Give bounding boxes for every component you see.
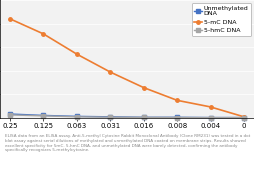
- Unmethylated
DNA: [42, 114, 45, 116]
- 5-hmC DNA: [8, 114, 11, 116]
- 5-hmC DNA: [42, 115, 45, 117]
- 5-hmC DNA: [209, 116, 212, 119]
- 5-mC DNA: [176, 99, 179, 101]
- 5-hmC DNA: [109, 116, 112, 118]
- 5-mC DNA: [8, 18, 11, 20]
- Line: 5-hmC DNA: 5-hmC DNA: [8, 113, 246, 119]
- Unmethylated
DNA: [243, 116, 246, 119]
- 5-mC DNA: [209, 106, 212, 108]
- 5-mC DNA: [42, 33, 45, 35]
- 5-mC DNA: [109, 71, 112, 73]
- 5-mC DNA: [243, 116, 246, 118]
- Unmethylated
DNA: [8, 113, 11, 115]
- 5-hmC DNA: [176, 116, 179, 119]
- Legend: Unmethylated
DNA, 5-mC DNA, 5-hmC DNA: Unmethylated DNA, 5-mC DNA, 5-hmC DNA: [192, 3, 251, 36]
- Text: ELISA data from an ELISA assay. Anti-5-methyl Cytosine Rabbit Monoclonal Antibod: ELISA data from an ELISA assay. Anti-5-m…: [5, 134, 250, 152]
- Unmethylated
DNA: [75, 115, 78, 117]
- 5-hmC DNA: [243, 116, 246, 119]
- 5-hmC DNA: [142, 116, 145, 118]
- Line: Unmethylated
DNA: Unmethylated DNA: [8, 112, 246, 119]
- 5-mC DNA: [142, 86, 145, 89]
- 5-hmC DNA: [75, 116, 78, 118]
- Unmethylated
DNA: [142, 116, 145, 118]
- Line: 5-mC DNA: 5-mC DNA: [8, 17, 246, 118]
- Unmethylated
DNA: [176, 116, 179, 118]
- 5-mC DNA: [75, 53, 78, 55]
- Unmethylated
DNA: [209, 116, 212, 119]
- Unmethylated
DNA: [109, 116, 112, 118]
